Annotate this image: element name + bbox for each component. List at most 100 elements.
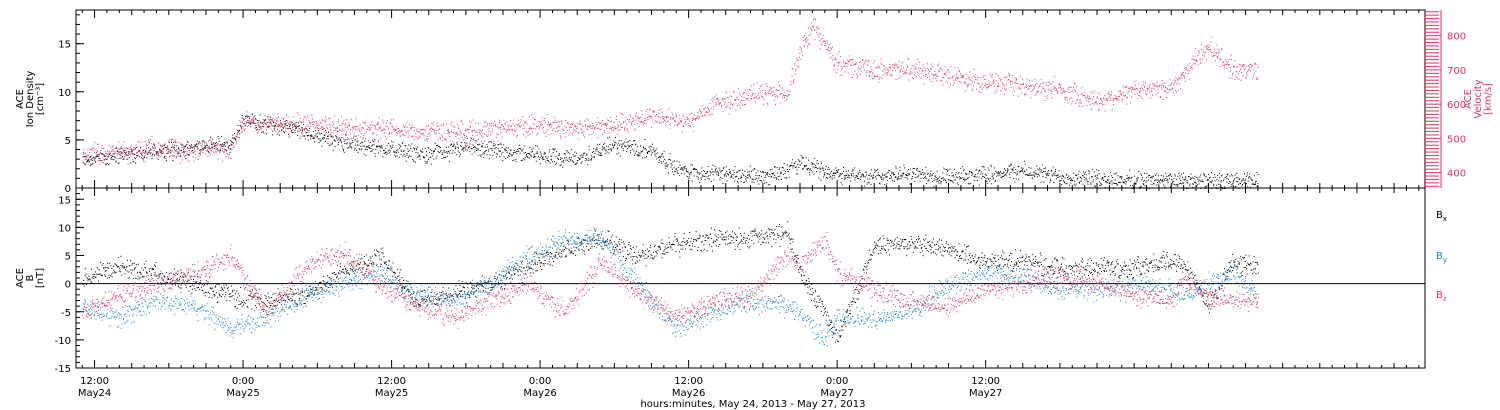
velocity-point xyxy=(678,114,680,116)
velocity-point xyxy=(706,111,708,113)
velocity-point xyxy=(614,126,616,128)
velocity-point xyxy=(657,115,659,117)
density-point xyxy=(1094,185,1096,187)
velocity-point xyxy=(560,135,562,137)
velocity-point xyxy=(954,79,956,81)
density-point xyxy=(148,150,150,152)
density-point xyxy=(231,141,233,143)
density-point xyxy=(782,167,784,169)
density-point xyxy=(292,124,293,126)
density-point xyxy=(859,170,861,172)
density-point xyxy=(628,146,630,148)
velocity-point xyxy=(883,68,885,70)
velocity-point xyxy=(155,147,156,148)
density-point xyxy=(1192,186,1194,188)
density-point xyxy=(1161,180,1163,182)
velocity-point xyxy=(949,77,951,79)
velocity-point xyxy=(428,124,430,126)
density-point xyxy=(128,153,130,155)
velocity-point xyxy=(988,82,990,84)
velocity-point xyxy=(175,149,177,151)
velocity-point xyxy=(472,135,474,136)
velocity-point xyxy=(477,134,479,136)
density-point xyxy=(574,155,576,157)
density-point xyxy=(487,150,489,152)
density-point xyxy=(1244,179,1246,181)
velocity-point xyxy=(363,135,365,136)
velocity-point xyxy=(587,126,589,128)
density-point xyxy=(385,151,387,153)
density-point xyxy=(172,160,174,161)
density-point xyxy=(1006,170,1008,172)
density-point xyxy=(312,130,314,132)
density-point xyxy=(311,135,313,137)
density-point xyxy=(1069,177,1071,179)
velocity-point xyxy=(1034,79,1036,80)
density-point xyxy=(1182,176,1183,178)
density-point xyxy=(732,169,734,171)
density-point xyxy=(328,144,330,146)
velocity-point xyxy=(86,156,88,158)
density-point xyxy=(97,155,99,157)
density-point xyxy=(182,144,184,146)
velocity-point xyxy=(899,71,901,73)
velocity-point xyxy=(228,139,230,141)
velocity-point xyxy=(1052,88,1054,90)
density-point xyxy=(1057,176,1059,178)
velocity-point xyxy=(196,140,198,142)
velocity-point xyxy=(795,70,797,72)
velocity-point xyxy=(358,128,360,130)
density-point xyxy=(1177,184,1179,186)
density-point xyxy=(1199,179,1201,181)
velocity-point xyxy=(1028,87,1030,89)
density-point xyxy=(524,157,526,159)
velocity-point xyxy=(243,123,245,125)
velocity-point xyxy=(937,64,939,66)
density-point xyxy=(658,159,660,161)
velocity-point xyxy=(992,83,994,85)
density-point xyxy=(708,175,709,177)
density-point xyxy=(779,172,781,174)
density-point xyxy=(1061,184,1063,186)
velocity-point xyxy=(888,71,890,73)
density-point xyxy=(1024,170,1026,172)
density-point xyxy=(739,170,741,172)
velocity-point xyxy=(85,158,87,160)
density-point xyxy=(1155,184,1157,186)
density-point xyxy=(554,163,556,165)
velocity-point xyxy=(724,103,725,105)
velocity-point xyxy=(796,59,798,61)
density-point xyxy=(940,181,942,183)
density-point xyxy=(784,170,786,172)
velocity-point xyxy=(828,44,830,45)
density-point xyxy=(518,144,520,146)
density-point xyxy=(166,153,168,155)
velocity-point xyxy=(952,84,954,86)
density-point xyxy=(725,166,727,168)
density-point xyxy=(845,175,847,177)
density-point xyxy=(366,149,368,151)
density-point xyxy=(142,158,144,160)
velocity-point xyxy=(289,121,291,123)
density-point xyxy=(1105,181,1107,183)
velocity-point xyxy=(661,118,663,120)
density-point xyxy=(1156,182,1158,184)
velocity-point xyxy=(490,131,491,133)
velocity-point xyxy=(757,98,759,100)
density-point xyxy=(1129,169,1131,171)
velocity-point xyxy=(995,80,997,82)
density-point xyxy=(199,153,201,155)
density-point xyxy=(477,148,479,150)
density-point xyxy=(776,167,778,169)
density-point xyxy=(1158,181,1160,183)
velocity-point xyxy=(259,114,261,116)
density-point xyxy=(1001,177,1002,179)
density-point xyxy=(587,158,589,160)
velocity-point xyxy=(94,142,96,143)
velocity-point xyxy=(280,125,282,127)
velocity-point xyxy=(784,95,786,97)
density-point xyxy=(1056,175,1058,177)
density-point xyxy=(1126,175,1128,177)
velocity-point xyxy=(743,97,745,99)
velocity-point xyxy=(764,93,766,95)
